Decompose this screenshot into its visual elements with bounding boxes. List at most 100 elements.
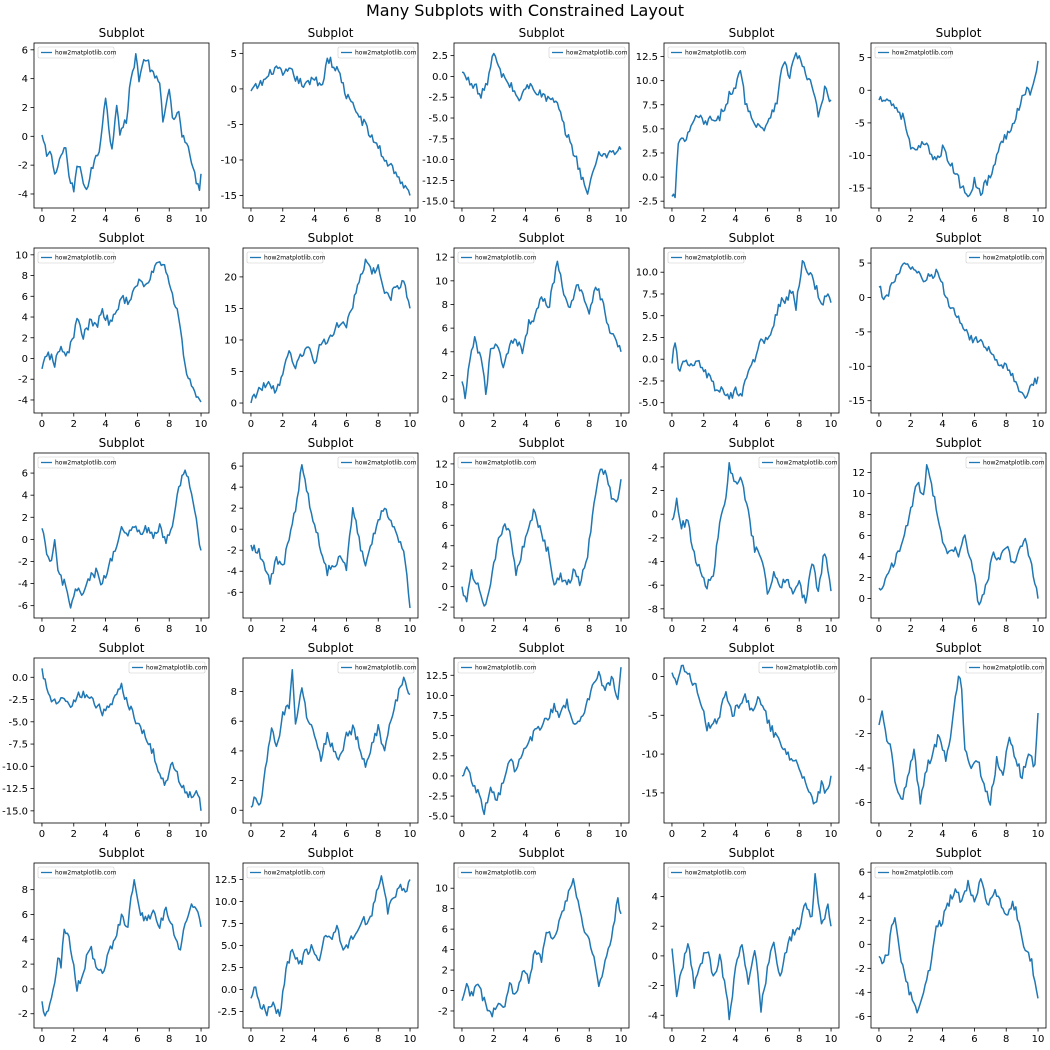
legend-box xyxy=(457,866,535,879)
subplot-14-ytick-label: -4 xyxy=(648,557,658,568)
subplot-4-ytick-label: 0.0 xyxy=(642,173,658,184)
subplot-22-xtick-label: 6 xyxy=(343,1034,349,1045)
subplot-4-title: Subplot xyxy=(729,26,775,40)
subplot-6-ytick-label: -4 xyxy=(18,395,28,406)
subplot-9-ytick-label: 0.0 xyxy=(642,355,658,366)
subplot-23-xtick-label: 10 xyxy=(615,1034,628,1045)
subplot-17-ytick-label: 4 xyxy=(231,746,237,757)
subplot-21-axes xyxy=(33,862,210,1029)
subplot-19-series-line xyxy=(671,664,832,805)
subplot-20-ytick-label: -4 xyxy=(855,764,865,775)
subplot-19-ytick-label: -5 xyxy=(648,711,658,722)
subplot-4: Subplot 0 2 4 6 8 10 -2.5 0.0 2.5 5.0 7.5 10.0 12.5 ho… xyxy=(636,26,840,225)
subplot-1-xtick-label: 0 xyxy=(39,214,45,225)
subplot-7-xtick-label: 6 xyxy=(343,419,349,430)
subplot-4-ytick-label: 12.5 xyxy=(636,52,658,63)
subplot-8-xtick-label: 8 xyxy=(586,419,592,430)
subplot-20-xtick-label: 0 xyxy=(876,829,882,840)
subplot-3-ytick-label: -10.0 xyxy=(422,155,448,166)
subplot-14-xtick-label: 6 xyxy=(764,624,770,635)
subplot-2-ytick-label: -15 xyxy=(221,191,237,202)
subplot-17-ytick-label: 6 xyxy=(231,717,237,728)
subplot-19-xtick-label: 0 xyxy=(669,829,675,840)
subplot-15-ytick-label: 0 xyxy=(859,594,865,605)
subplot-25-xtick-label: 4 xyxy=(939,1034,945,1045)
subplot-21-ytick-label: -2 xyxy=(18,1009,28,1020)
subplot-4-ytick-label: 2.5 xyxy=(642,148,658,159)
subplot-21-ytick-label: 0 xyxy=(22,984,28,995)
subplot-20-legend: how2matplotlib.com xyxy=(965,661,1045,674)
subplot-5-xtick-label: 6 xyxy=(971,214,977,225)
subplot-21: Subplot 0 2 4 6 8 10 -2 0 2 4 6 8 how2matplotlib.com xyxy=(18,846,210,1045)
subplot-20-xtick-label: 10 xyxy=(1032,829,1045,840)
subplot-7-series-line xyxy=(250,258,411,404)
subplot-18-xtick-label: 8 xyxy=(586,829,592,840)
subplot-13-xtick-label: 6 xyxy=(554,624,560,635)
subplot-6-ytick-label: -2 xyxy=(18,375,28,386)
subplot-15-ytick-label: 2 xyxy=(859,573,865,584)
legend-label: how2matplotlib.com xyxy=(475,460,537,467)
subplot-3-ytick-label: -15.0 xyxy=(422,197,448,208)
subplot-19-xtick-label: 6 xyxy=(764,829,770,840)
subplot-8-legend: how2matplotlib.com xyxy=(457,251,537,264)
subplot-3-title: Subplot xyxy=(519,26,565,40)
legend-box xyxy=(37,251,115,264)
subplot-12-xtick-label: 8 xyxy=(375,624,381,635)
subplot-12-ytick-label: 2 xyxy=(231,504,237,515)
subplot-1-ytick-label: 0 xyxy=(22,132,28,143)
subplot-20-xtick-label: 8 xyxy=(1003,829,1009,840)
subplot-24-xtick-label: 0 xyxy=(669,1034,675,1045)
subplot-11-xtick-label: 10 xyxy=(195,624,208,635)
subplot-17-xtick-label: 0 xyxy=(248,829,254,840)
subplot-13-ytick-label: 0 xyxy=(442,582,448,593)
legend-box xyxy=(667,46,745,59)
subplot-19-ytick-label: 0 xyxy=(652,672,658,683)
subplot-22-title: Subplot xyxy=(308,846,354,860)
subplot-24-ytick-label: -4 xyxy=(648,1011,658,1022)
subplot-14-ytick-label: 0 xyxy=(652,510,658,521)
figure-suptitle: Many Subplots with Constrained Layout xyxy=(366,1,684,20)
subplot-2-xtick-label: 6 xyxy=(343,214,349,225)
subplot-21-legend: how2matplotlib.com xyxy=(37,866,117,879)
subplot-6-ytick-label: 4 xyxy=(22,313,28,324)
legend-box xyxy=(667,251,745,264)
subplot-11-xtick-label: 2 xyxy=(71,624,77,635)
subplot-22-ytick-label: 12.5 xyxy=(215,875,237,886)
subplot-3-series-line xyxy=(461,52,622,195)
subplot-18: Subplot 0 2 4 6 8 10 -5.0 -2.5 0.0 2.5 5.0 7.5 10.0 12… xyxy=(426,641,630,840)
subplot-6-series-line xyxy=(41,261,202,403)
subplot-14-legend: how2matplotlib.com xyxy=(758,456,838,469)
subplot-17-title: Subplot xyxy=(308,641,354,655)
subplot-4-ytick-label: 7.5 xyxy=(642,100,658,111)
subplot-9-xtick-label: 4 xyxy=(732,419,738,430)
subplot-20-ytick-label: 0 xyxy=(859,695,865,706)
subplot-2-xtick-label: 2 xyxy=(280,214,286,225)
subplot-13-ytick-label: 2 xyxy=(442,562,448,573)
subplot-25-ytick-label: 4 xyxy=(859,892,865,903)
subplot-10-xtick-label: 6 xyxy=(971,419,977,430)
subplot-8-ytick-label: 2 xyxy=(442,371,448,382)
subplot-10-xtick-label: 2 xyxy=(908,419,914,430)
subplot-24-legend: how2matplotlib.com xyxy=(667,866,747,879)
subplot-23: Subplot 0 2 4 6 8 10 -2 0 2 4 6 8 10 how2matplotlib.co… xyxy=(435,846,630,1045)
subplot-20-xtick-label: 6 xyxy=(971,829,977,840)
subplot-15-ytick-label: 4 xyxy=(859,552,865,563)
subplot-2-xtick-label: 10 xyxy=(404,214,417,225)
subplot-19-xtick-label: 8 xyxy=(796,829,802,840)
subplot-20: Subplot 0 2 4 6 8 10 -6 -4 -2 0 how2matplotlib.com xyxy=(855,641,1047,840)
subplot-2-ytick-label: 0 xyxy=(231,84,237,95)
subplot-10-ytick-label: -15 xyxy=(849,396,865,407)
subplot-17-xtick-label: 4 xyxy=(311,829,317,840)
subplot-11-xtick-label: 0 xyxy=(39,624,45,635)
subplot-25-xtick-label: 8 xyxy=(1003,1034,1009,1045)
subplot-21-ytick-label: 4 xyxy=(22,935,28,946)
legend-label: how2matplotlib.com xyxy=(983,665,1045,672)
subplot-3-ytick-label: -5.0 xyxy=(428,114,448,125)
legend-label: how2matplotlib.com xyxy=(475,870,537,877)
legend-box xyxy=(965,456,1043,469)
subplot-24-xtick-label: 8 xyxy=(796,1034,802,1045)
subplot-12-axes xyxy=(242,452,419,619)
subplot-8-ytick-label: 4 xyxy=(442,347,448,358)
subplot-23-axes xyxy=(453,862,630,1029)
